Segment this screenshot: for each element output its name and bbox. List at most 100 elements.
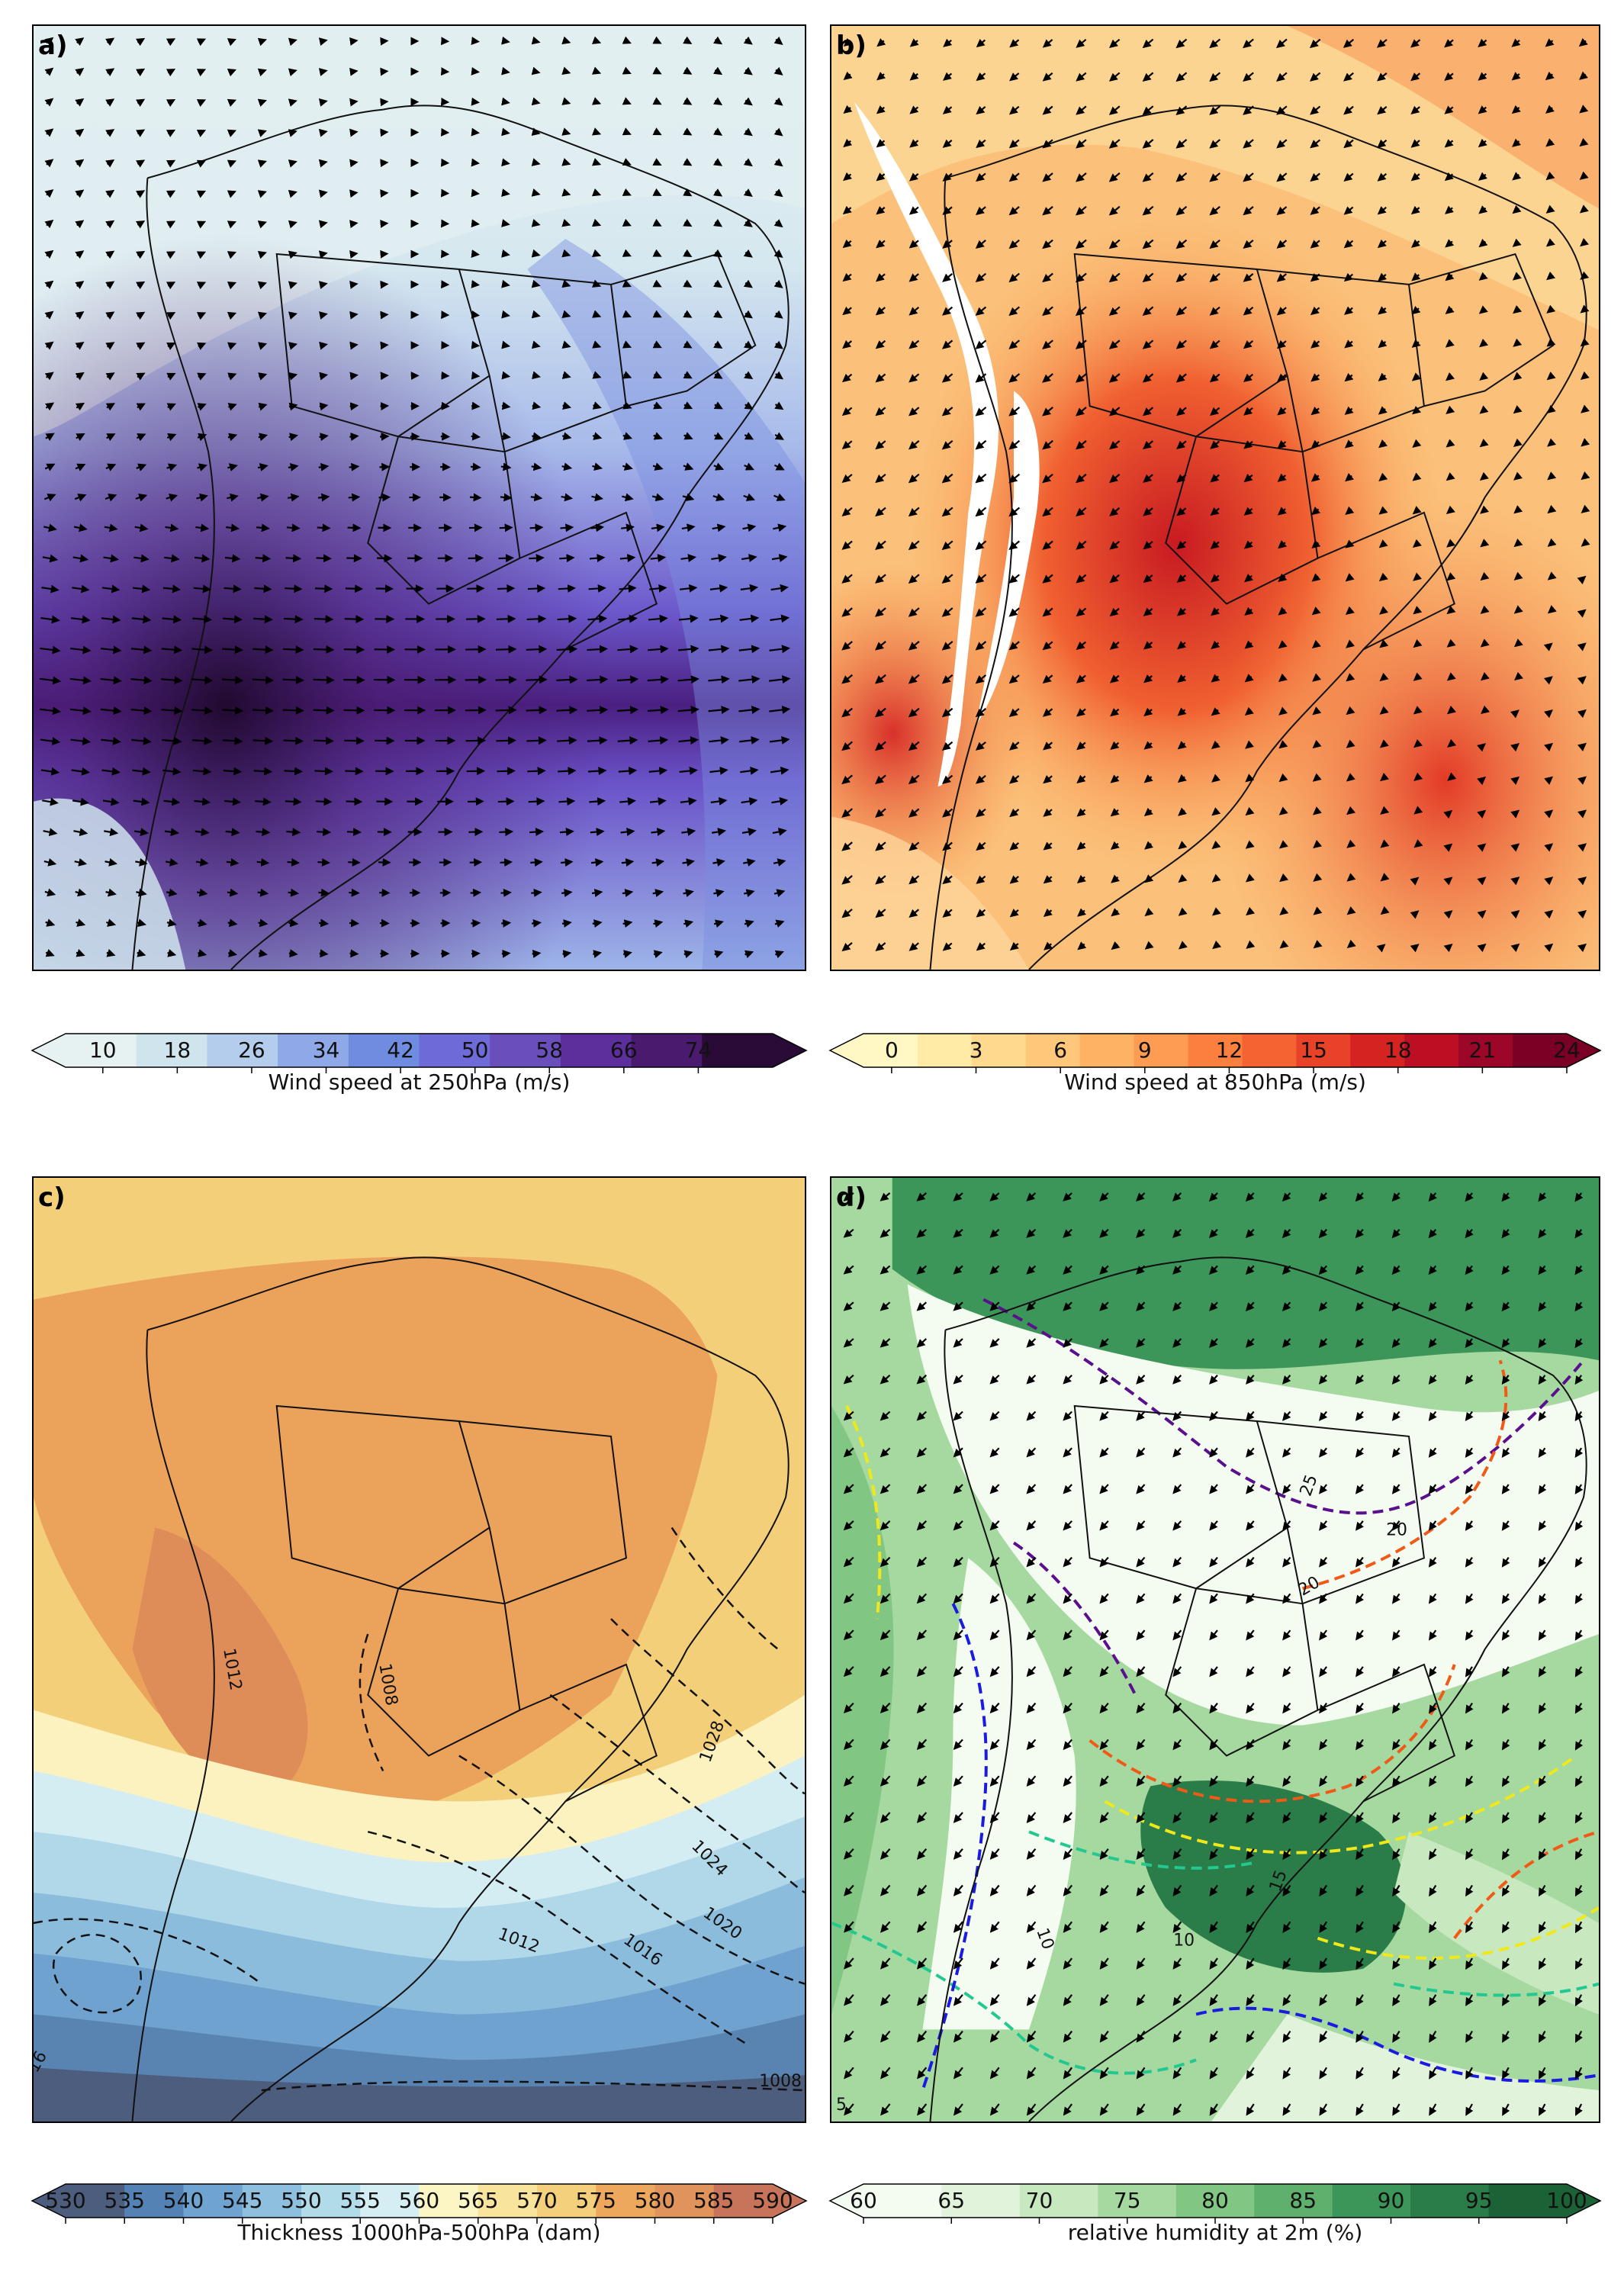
wind-arrow [69, 706, 92, 716]
colorbar-tick-label: 9 [1137, 1037, 1152, 1063]
wind-arrow [256, 523, 270, 532]
colorbar-tick-label: 95 [1465, 2188, 1493, 2213]
wind-arrow [1513, 571, 1523, 581]
wind-arrow [349, 67, 359, 76]
wind-arrow [318, 37, 328, 47]
wind-arrow [1313, 839, 1323, 849]
wind-arrow [166, 190, 176, 198]
wind-arrow [288, 463, 299, 471]
wind-arrow [743, 340, 754, 349]
wind-arrow [743, 249, 753, 258]
wind-arrow [648, 614, 668, 623]
wind-arrow [1008, 239, 1020, 249]
wind-arrow [471, 340, 481, 349]
wind-arrow [1513, 505, 1523, 514]
wind-arrow [44, 372, 54, 381]
wind-arrow [196, 190, 207, 198]
wind-arrow [622, 97, 632, 105]
wind-arrow [258, 342, 268, 350]
wind-arrow [45, 918, 56, 927]
wind-arrow [132, 767, 151, 776]
wind-arrow [194, 797, 211, 806]
wind-arrow [561, 462, 573, 471]
wind-arrow [288, 129, 297, 137]
wind-arrow [1478, 238, 1488, 248]
wind-arrow [1008, 105, 1020, 115]
wind-arrow [526, 706, 548, 715]
wind-arrow [1480, 539, 1490, 548]
wind-arrow [622, 401, 632, 410]
wind-arrow [842, 205, 852, 215]
wind-arrow [908, 306, 920, 316]
wind-arrow [75, 402, 85, 411]
wind-arrow [136, 281, 146, 290]
wind-arrow [531, 340, 541, 349]
wind-arrow [343, 645, 365, 654]
wind-arrow [44, 402, 55, 411]
wind-arrow [288, 311, 297, 320]
wind-arrow [349, 341, 359, 350]
wind-arrow [162, 584, 182, 593]
wind-arrow [713, 401, 723, 410]
colorbar-tick-label: 100 [1546, 2188, 1587, 2213]
wind-arrow [1243, 306, 1254, 316]
wind-arrow [617, 736, 638, 745]
wind-arrow [1243, 273, 1254, 282]
wind-arrow [560, 523, 574, 532]
colorbar-c-label: Thickness 1000hPa-500hPa (dam) [237, 2220, 601, 2245]
wind-arrow [45, 949, 55, 957]
wind-arrow [527, 584, 546, 593]
wind-arrow [288, 402, 298, 411]
wind-arrow [227, 190, 237, 198]
wind-arrow [1076, 205, 1087, 216]
wind-arrow [1310, 306, 1320, 316]
wind-arrow [1443, 910, 1453, 919]
wind-arrow [349, 250, 359, 259]
wind-arrow [1413, 706, 1423, 715]
panel-a-map: a) [32, 24, 806, 971]
wind-arrow [712, 218, 723, 227]
wind-arrow [712, 279, 723, 288]
wind-arrow [587, 706, 609, 715]
wind-arrow [1380, 839, 1390, 848]
wind-arrow [1545, 71, 1555, 81]
wind-arrow [652, 218, 662, 227]
wind-arrow [222, 706, 244, 715]
wind-arrow [678, 736, 699, 745]
wind-arrow [252, 645, 274, 655]
wind-arrow [471, 371, 481, 380]
wind-arrow [1142, 205, 1154, 216]
wind-arrow [616, 675, 639, 684]
wind-arrow [1276, 240, 1288, 249]
wind-arrow [191, 645, 214, 655]
wind-arrow [1377, 106, 1388, 115]
wind-arrow [471, 158, 481, 167]
wind-arrow [228, 949, 238, 957]
wind-arrow [500, 462, 512, 471]
wind-arrow [227, 403, 237, 411]
wind-arrow [1578, 37, 1588, 47]
wind-arrow [531, 462, 542, 471]
wind-arrow [683, 158, 693, 166]
colorbar-tick-label: 560 [398, 2188, 440, 2213]
wind-arrow [1513, 538, 1523, 548]
wind-arrow [1377, 239, 1387, 249]
wind-arrow [288, 342, 298, 350]
wind-arrow [1042, 105, 1053, 115]
colorbar-b-ticks: 0 3 6 9 12 15 18 21 24 [830, 1037, 1600, 1068]
wind-arrow [1042, 206, 1053, 216]
wind-arrow [75, 128, 85, 137]
wind-arrow [1378, 306, 1388, 315]
wind-arrow [227, 129, 237, 137]
wind-arrow [1545, 105, 1555, 114]
wind-arrow [255, 797, 272, 806]
wind-arrow [1076, 172, 1087, 182]
colorbar-a: 10 18 26 34 42 50 58 66 74 Wind speed at 250hPa … [31, 993, 808, 1108]
wind-arrow [164, 828, 179, 837]
wind-arrow [1513, 305, 1523, 314]
wind-arrow [1142, 139, 1154, 149]
wind-arrow [1410, 172, 1420, 182]
wind-arrow [622, 950, 632, 959]
wind-arrow [743, 36, 753, 45]
wind-arrow [561, 66, 571, 75]
